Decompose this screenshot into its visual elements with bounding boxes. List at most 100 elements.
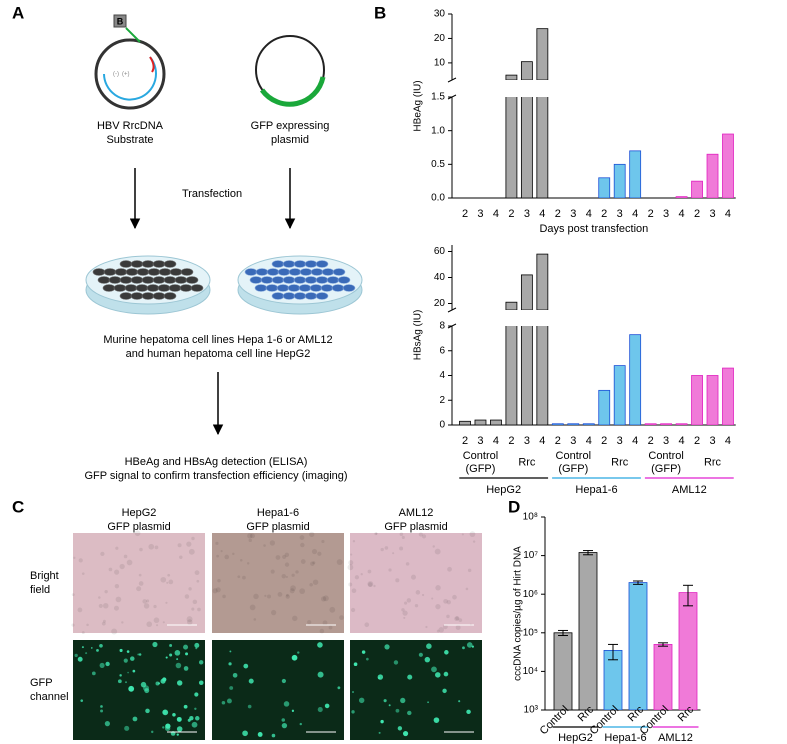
- texture: [300, 559, 306, 564]
- texture: [248, 538, 253, 543]
- cell: [102, 284, 116, 292]
- texture: [270, 569, 275, 574]
- gfp-spot: [281, 722, 288, 729]
- texture: [154, 545, 159, 550]
- gfp-spot: [424, 656, 431, 663]
- cell: [332, 268, 346, 276]
- bar: [490, 419, 502, 425]
- cell: [310, 268, 324, 276]
- texture: [384, 546, 389, 550]
- texture: [111, 628, 118, 635]
- gfp-spot: [85, 652, 88, 655]
- texture: [186, 541, 192, 547]
- texture: [310, 561, 315, 566]
- bar: [629, 150, 642, 198]
- gfp-spot: [433, 717, 440, 723]
- x-tick-label: 2: [508, 208, 514, 220]
- texture: [71, 593, 75, 597]
- x-tick-label: 2: [508, 435, 514, 447]
- texture: [421, 534, 427, 539]
- texture: [284, 562, 290, 567]
- cell: [130, 292, 144, 300]
- gfp-spot: [229, 686, 234, 690]
- cell: [141, 276, 155, 284]
- gfp-spot: [299, 722, 302, 726]
- gfp-spot: [172, 713, 176, 717]
- group-label: AML12: [672, 484, 707, 496]
- column-title: Hepa1-6: [257, 507, 299, 519]
- gfp-spot: [74, 653, 78, 658]
- texture: [405, 562, 410, 566]
- texture: [435, 585, 441, 591]
- gfp-spot: [221, 700, 226, 705]
- cell: [119, 276, 133, 284]
- texture: [319, 628, 325, 634]
- texture: [153, 617, 160, 624]
- texture: [414, 603, 419, 608]
- gfp-spot: [165, 656, 168, 659]
- cell: [337, 276, 351, 284]
- cell: [282, 276, 296, 284]
- gfp-spot: [194, 642, 200, 648]
- texture: [461, 533, 464, 536]
- texture: [166, 581, 169, 584]
- group-label: Hepa1-6: [604, 732, 646, 744]
- y-tick-label: 4: [439, 370, 445, 381]
- gfp-spot: [395, 708, 400, 713]
- texture: [156, 624, 159, 627]
- bar: [578, 552, 598, 710]
- texture: [374, 532, 378, 536]
- cell: [174, 276, 188, 284]
- caption: GFP expressing: [251, 120, 330, 132]
- texture: [454, 616, 459, 622]
- y-tick-label: 20: [434, 298, 446, 309]
- cell: [146, 284, 160, 292]
- gfp-spot: [140, 681, 147, 688]
- cell: [288, 268, 302, 276]
- texture: [264, 594, 267, 597]
- texture: [443, 598, 448, 604]
- strand: [103, 56, 157, 101]
- column-title: HepG2: [122, 507, 157, 519]
- y-axis-title: HBeAg (IU): [413, 80, 424, 131]
- texture: [113, 605, 119, 611]
- texture: [321, 539, 325, 544]
- y-tick-label: 0.0: [431, 193, 445, 204]
- cell: [141, 292, 155, 300]
- gfp-spot: [232, 672, 238, 678]
- gfp-spot: [138, 653, 142, 656]
- gfp-spot: [337, 686, 341, 690]
- subgroup-label: Rrc: [518, 456, 536, 468]
- texture: [311, 548, 318, 555]
- gfp-spot: [317, 642, 323, 648]
- gfp-spot: [99, 643, 103, 648]
- texture: [364, 622, 370, 628]
- gfp-spot: [169, 643, 173, 647]
- x-tick-label: 3: [570, 435, 576, 447]
- gfp-spot: [407, 710, 412, 716]
- gfp-spot: [119, 674, 122, 677]
- axis-break: [447, 307, 457, 313]
- gfp-spot: [152, 641, 158, 648]
- texture: [375, 532, 378, 535]
- texture: [224, 554, 230, 560]
- bar: [629, 334, 642, 425]
- caption: Substrate: [106, 134, 153, 146]
- texture: [232, 552, 235, 556]
- cell: [271, 260, 285, 268]
- bar: [505, 301, 518, 310]
- panel-c: C HepG2 GFP plasmid Hepa1-6 GFP plasmid AML1…: [12, 497, 482, 740]
- y-axis-title: HBsAg (IU): [413, 310, 424, 361]
- cell: [92, 268, 106, 276]
- bar: [536, 253, 549, 310]
- gfp-spot: [176, 658, 179, 661]
- bar: [505, 74, 518, 80]
- texture: [138, 581, 144, 586]
- cell: [255, 268, 269, 276]
- gfp-spot: [151, 730, 154, 734]
- texture: [295, 570, 299, 574]
- y-tick-label: 6: [439, 345, 445, 356]
- texture: [179, 555, 183, 559]
- gfp-spot: [380, 719, 384, 724]
